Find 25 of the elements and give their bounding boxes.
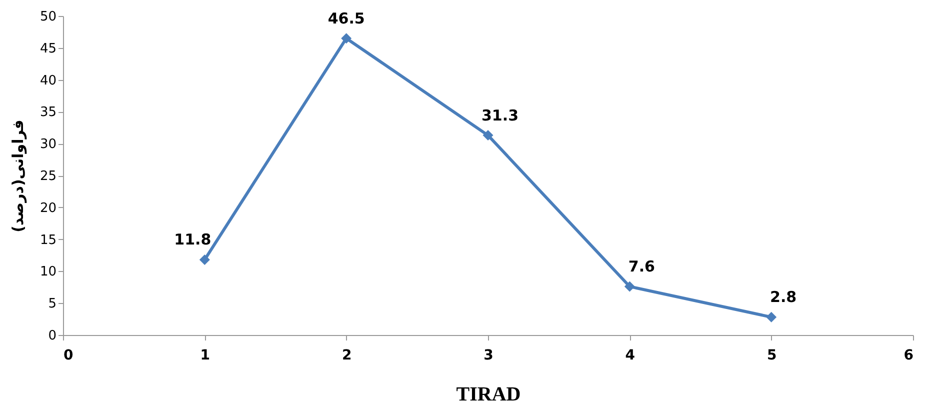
- y-tick-label: 15: [40, 232, 56, 248]
- x-tick-label: 4: [625, 348, 636, 364]
- y-tick-label: 25: [40, 169, 56, 184]
- x-tick-label: 2: [342, 348, 352, 364]
- y-tick-label: 0: [48, 328, 56, 344]
- x-axis-title: TIRAD: [456, 384, 521, 406]
- y-tick-label: 5: [48, 296, 56, 312]
- y-tick-label: 50: [40, 10, 56, 24]
- x-tick-label: 0: [64, 348, 74, 364]
- x-tick-label: 5: [766, 348, 777, 364]
- y-tick-label: 40: [40, 73, 56, 88]
- y-tick-label: 10: [40, 264, 56, 280]
- data-label: 7.6: [628, 258, 655, 276]
- x-tick-label: 3: [484, 348, 494, 364]
- y-tick-label: 45: [40, 41, 56, 56]
- y-tick-label: 20: [40, 200, 56, 216]
- data-label: 46.5: [328, 9, 365, 28]
- x-tick-label: 1: [200, 348, 210, 364]
- x-tick-label: 6: [904, 348, 914, 364]
- y-tick-label: 30: [40, 137, 56, 152]
- y-axis-title: فراوانی(درصد): [8, 120, 27, 232]
- y-tick-label: 35: [40, 105, 56, 120]
- data-label: 11.8: [174, 230, 212, 249]
- data-label: 2.8: [770, 288, 797, 306]
- data-label: 31.3: [481, 106, 519, 124]
